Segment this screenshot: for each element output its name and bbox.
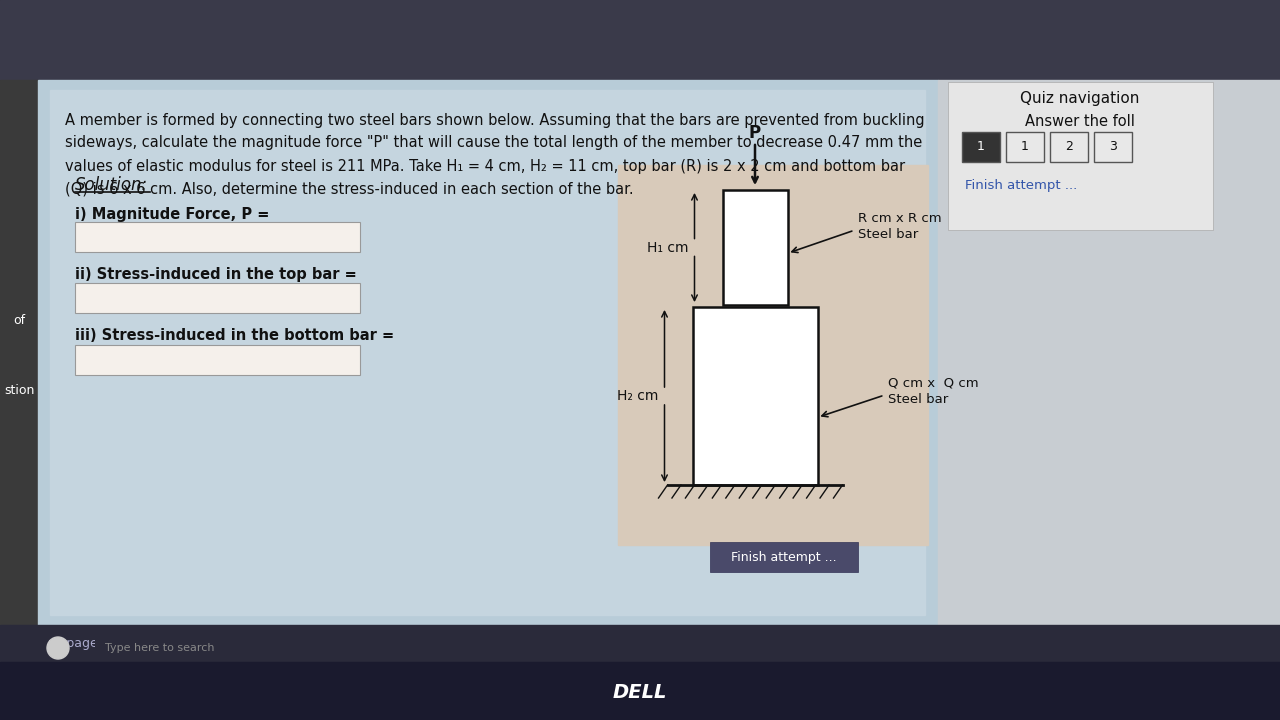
Text: P: P — [749, 124, 762, 142]
Bar — [618, 165, 928, 545]
Text: i) Magnitude Force, P =: i) Magnitude Force, P = — [76, 207, 269, 222]
Bar — [76, 283, 360, 313]
Text: Steel bar: Steel bar — [858, 228, 918, 240]
Text: Steel bar: Steel bar — [887, 392, 947, 405]
Bar — [0, 0, 1280, 80]
Bar — [50, 90, 925, 615]
Text: 1: 1 — [1021, 140, 1029, 153]
Bar — [963, 132, 1000, 162]
Text: stion: stion — [4, 384, 35, 397]
Text: 1: 1 — [977, 140, 984, 153]
Bar — [0, 80, 38, 625]
Text: values of elastic modulus for steel is 211 MPa. Take H₁ = 4 cm, H₂ = 11 cm, top : values of elastic modulus for steel is 2… — [65, 158, 905, 174]
Text: 3: 3 — [1108, 140, 1117, 153]
Text: us page: us page — [49, 637, 97, 650]
Text: Solution:: Solution: — [76, 176, 148, 194]
Bar — [38, 80, 938, 625]
Text: (Q) is 6 x 6 cm. Also, determine the stress-induced in each section of the bar.: (Q) is 6 x 6 cm. Also, determine the str… — [65, 181, 634, 197]
Bar — [1094, 132, 1132, 162]
Text: iii) Stress-induced in the bottom bar =: iii) Stress-induced in the bottom bar = — [76, 328, 394, 343]
Bar — [76, 222, 360, 252]
Text: DELL: DELL — [613, 683, 667, 701]
Text: A member is formed by connecting two steel bars shown below. Assuming that the b: A member is formed by connecting two ste… — [65, 112, 924, 127]
Text: of: of — [13, 313, 26, 326]
Bar — [0, 662, 1280, 720]
Bar — [0, 625, 1280, 662]
Bar — [76, 345, 360, 375]
Text: R cm x R cm: R cm x R cm — [858, 212, 941, 225]
Text: Finish attempt ...: Finish attempt ... — [965, 179, 1078, 192]
Text: Quiz navigation: Quiz navigation — [1020, 91, 1139, 106]
Bar — [1006, 132, 1044, 162]
Circle shape — [47, 637, 69, 659]
Text: Type here to search: Type here to search — [105, 643, 215, 653]
Text: ii) Stress-induced in the top bar =: ii) Stress-induced in the top bar = — [76, 268, 357, 282]
Text: sideways, calculate the magnitude force "P" that will cause the total length of : sideways, calculate the magnitude force … — [65, 135, 923, 150]
Bar — [95, 636, 305, 660]
Text: Answer the foll: Answer the foll — [1025, 114, 1135, 130]
Bar — [692, 307, 818, 485]
Bar — [722, 190, 787, 305]
Text: 2: 2 — [1065, 140, 1073, 153]
Bar — [938, 80, 1280, 625]
Bar — [948, 82, 1213, 230]
Text: Finish attempt ...: Finish attempt ... — [731, 551, 837, 564]
Bar — [1050, 132, 1088, 162]
Text: H₁ cm: H₁ cm — [646, 240, 689, 254]
Text: Q cm x  Q cm: Q cm x Q cm — [887, 377, 978, 390]
Text: H₂ cm: H₂ cm — [617, 389, 658, 403]
Bar — [710, 542, 858, 572]
